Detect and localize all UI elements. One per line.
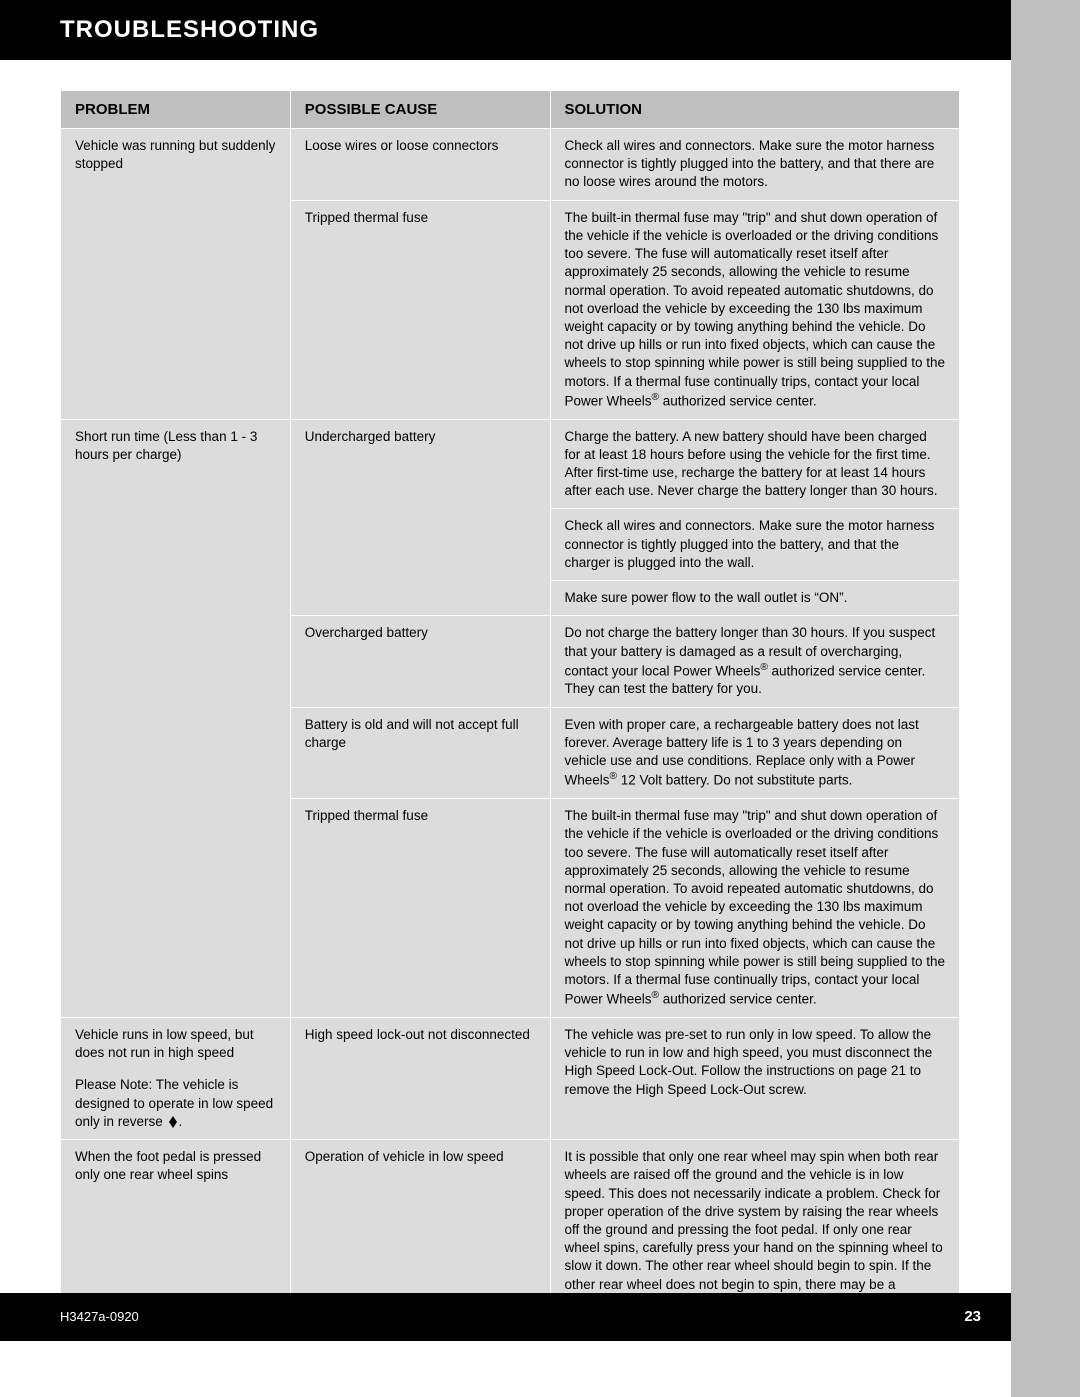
cause-cell: Overcharged battery <box>290 616 550 707</box>
table-row: Vehicle runs in low speed, but does not … <box>61 1017 960 1139</box>
solution-cell: The built-in thermal fuse may "trip" and… <box>550 799 960 1018</box>
content-area: PROBLEM POSSIBLE CAUSE SOLUTION Vehicle … <box>0 60 1011 1341</box>
cause-cell: Tripped thermal fuse <box>290 200 550 419</box>
table-row: Vehicle was running but suddenly stopped… <box>61 129 960 201</box>
footer-code: H3427a-0920 <box>60 1309 139 1324</box>
solution-cell: Do not charge the battery longer than 30… <box>550 616 960 707</box>
solution-cell: Make sure power flow to the wall outlet … <box>550 581 960 616</box>
solution-cell: The built-in thermal fuse may "trip" and… <box>550 200 960 419</box>
solution-cell: Check all wires and connectors. Make sur… <box>550 509 960 581</box>
footer-bar: H3427a-0920 23 <box>0 1293 1011 1341</box>
troubleshooting-table: PROBLEM POSSIBLE CAUSE SOLUTION Vehicle … <box>60 90 960 1341</box>
col-header-solution: SOLUTION <box>550 91 960 129</box>
cause-cell: Loose wires or loose connectors <box>290 129 550 201</box>
cause-cell: Tripped thermal fuse <box>290 799 550 1018</box>
solution-cell: Check all wires and connectors. Make sur… <box>550 129 960 201</box>
solution-cell: The vehicle was pre-set to run only in l… <box>550 1017 960 1139</box>
solution-cell: Charge the battery. A new battery should… <box>550 419 960 509</box>
header-bar: TROUBLESHOOTING <box>0 0 1011 60</box>
cause-cell: High speed lock-out not disconnected <box>290 1017 550 1139</box>
cause-cell: Battery is old and will not accept full … <box>290 707 550 798</box>
table-row: Short run time (Less than 1 - 3 hours pe… <box>61 419 960 509</box>
table-body: Vehicle was running but suddenly stopped… <box>61 129 960 1341</box>
solution-cell: Even with proper care, a rechargeable ba… <box>550 707 960 798</box>
page: TROUBLESHOOTING PROBLEM POSSIBLE CAUSE S… <box>0 0 1080 1341</box>
cause-cell: Undercharged battery <box>290 419 550 616</box>
col-header-cause: POSSIBLE CAUSE <box>290 91 550 129</box>
problem-cell: Short run time (Less than 1 - 3 hours pe… <box>61 419 291 1017</box>
right-margin <box>1011 0 1080 1397</box>
page-title: TROUBLESHOOTING <box>60 16 319 44</box>
footer-page: 23 <box>964 1308 981 1325</box>
problem-cell: Vehicle was running but suddenly stopped <box>61 129 291 420</box>
problem-cell: Vehicle runs in low speed, but does not … <box>61 1017 291 1139</box>
col-header-problem: PROBLEM <box>61 91 291 129</box>
